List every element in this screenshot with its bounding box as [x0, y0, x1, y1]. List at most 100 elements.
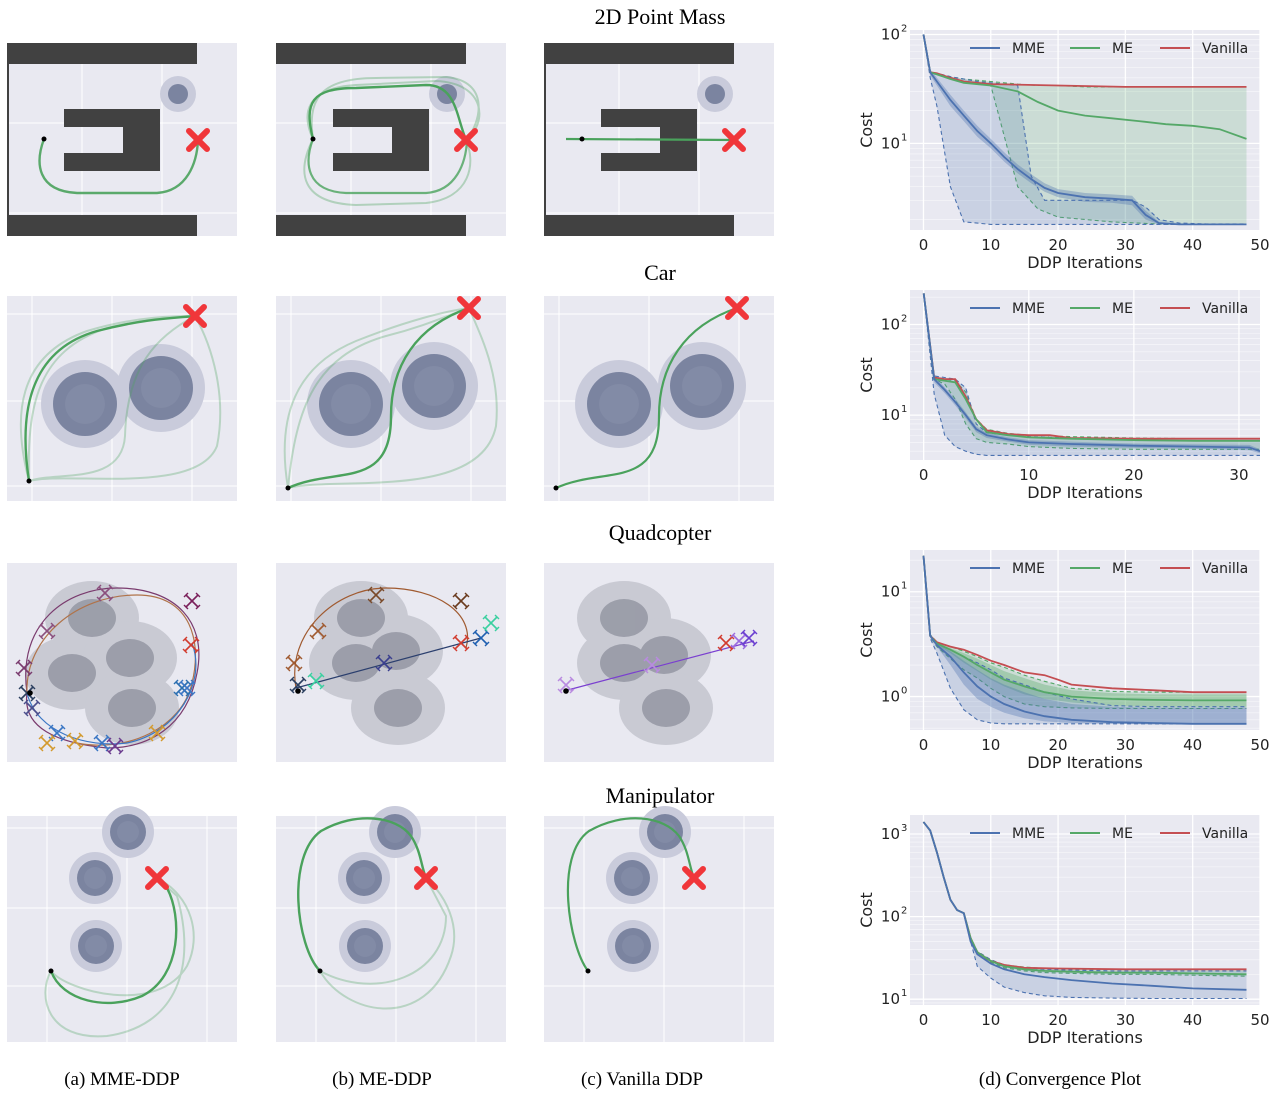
- row-title-manipulator: Manipulator: [606, 783, 715, 808]
- start-dot-icon: [585, 968, 591, 974]
- x-tick-label: 30: [1229, 466, 1248, 484]
- legend-label-mme: MME: [1012, 561, 1045, 577]
- y-axis-label: Cost: [857, 622, 876, 658]
- x-axis-label: DDP Iterations: [1027, 253, 1143, 272]
- start-dot-icon: [285, 485, 291, 491]
- chart-body: [922, 293, 1260, 456]
- x-axis-label: DDP Iterations: [1027, 483, 1143, 502]
- start-dot-icon: [317, 968, 323, 974]
- x-tick-label: 40: [1183, 236, 1202, 254]
- y-axis-label: Cost: [857, 357, 876, 393]
- x-tick-label: 50: [1250, 1011, 1269, 1029]
- start-dot-icon: [310, 136, 316, 142]
- mme-min-line: [922, 34, 1247, 225]
- point-mass-mme-panel: [7, 43, 237, 236]
- y-tick-label: 10: [881, 315, 900, 333]
- start-dot-icon: [563, 688, 569, 694]
- legend-label-mme: MME: [1012, 826, 1045, 842]
- quadcopter-mme-panel: [7, 563, 237, 762]
- y-tick-label: 10: [881, 688, 900, 706]
- y-tick-label: 10: [881, 134, 900, 152]
- y-axis-label: Cost: [857, 112, 876, 148]
- y-tick-exponent: 1: [901, 132, 907, 143]
- y-tick-label: 10: [881, 825, 900, 843]
- caption-me-ddp: (b) ME-DDP: [332, 1069, 432, 1090]
- mme-mean-line: [922, 821, 1247, 991]
- legend: MME ME Vanilla: [970, 301, 1248, 317]
- me-mean-line: [922, 293, 1260, 442]
- x-tick-label: 30: [1116, 1011, 1135, 1029]
- caption-convergence-plot: (d) Convergence Plot: [979, 1069, 1142, 1090]
- start-dot-icon: [26, 478, 32, 484]
- legend: MME ME Vanilla: [970, 561, 1248, 577]
- x-tick-label: 10: [981, 736, 1000, 754]
- mme-range-band: [923, 34, 1247, 225]
- x-tick-label: 0: [919, 236, 929, 254]
- vanilla-mean-line: [922, 293, 1260, 440]
- legend-label-mme: MME: [1012, 41, 1045, 57]
- minor-gridlines: [910, 296, 1260, 452]
- x-tick-label: 40: [1183, 736, 1202, 754]
- x-axis-label: DDP Iterations: [1027, 1028, 1143, 1047]
- manipulator-vanilla-panel: [544, 806, 774, 1042]
- mme-mean-line: [922, 34, 1247, 226]
- x-tick-label: 50: [1250, 236, 1269, 254]
- legend-label-me: ME: [1112, 41, 1133, 57]
- x-tick-label: 0: [919, 736, 929, 754]
- me-min-line: [923, 821, 1247, 977]
- car-me-panel: [276, 296, 506, 501]
- me-mean-line: [922, 34, 1247, 140]
- x-tick-label: 10: [981, 236, 1000, 254]
- legend-label-vanilla: Vanilla: [1202, 561, 1248, 577]
- x-tick-label: 50: [1250, 736, 1269, 754]
- x-tick-label: 20: [1049, 236, 1068, 254]
- y-tick-label: 10: [881, 583, 900, 601]
- x-tick-label: 20: [1124, 466, 1143, 484]
- x-tick-label: 10: [1019, 466, 1038, 484]
- y-tick-label: 10: [881, 406, 900, 424]
- point-mass-me-panel: [276, 43, 506, 236]
- mme-range-band: [923, 555, 1247, 724]
- x-tick-label: 10: [981, 1011, 1000, 1029]
- row-title-point-mass: 2D Point Mass: [595, 4, 726, 29]
- car-vanilla-panel: [544, 296, 774, 501]
- x-tick-label: 30: [1116, 236, 1135, 254]
- y-tick-exponent: 2: [901, 24, 907, 35]
- me-mean-line: [922, 555, 1247, 702]
- mme-max-line: [923, 821, 1247, 972]
- start-dot-icon: [579, 136, 585, 142]
- me-min-line: [922, 555, 1247, 710]
- start-dot-icon: [27, 690, 33, 696]
- x-axis-label: DDP Iterations: [1027, 753, 1143, 772]
- legend-label-me: ME: [1112, 826, 1133, 842]
- start-dot-icon: [295, 688, 301, 694]
- y-tick-exponent: 1: [901, 988, 907, 999]
- y-axis-label: Cost: [857, 892, 876, 928]
- legend: MME ME Vanilla: [970, 41, 1248, 57]
- chart-body: [922, 555, 1247, 725]
- y-tick-exponent: 2: [901, 906, 907, 917]
- y-tick-exponent: 2: [901, 313, 907, 324]
- y-tick-exponent: 0: [901, 686, 907, 697]
- y-tick-exponent: 3: [901, 823, 907, 834]
- minor-gridlines: [910, 39, 1260, 220]
- mme-max-line: [922, 555, 1247, 708]
- chart-body: [922, 34, 1247, 226]
- start-dot-icon: [553, 485, 559, 491]
- legend-label-vanilla: Vanilla: [1202, 41, 1248, 57]
- x-tick-label: 30: [1116, 736, 1135, 754]
- mme-mean-line: [922, 293, 1260, 453]
- y-tick-exponent: 1: [901, 581, 907, 592]
- mme-mean-line: [922, 555, 1247, 725]
- x-tick-label: 20: [1049, 1011, 1068, 1029]
- quadcopter-vanilla-panel: [544, 563, 774, 762]
- me-range-band: [923, 555, 1247, 709]
- legend-label-vanilla: Vanilla: [1202, 826, 1248, 842]
- legend: MME ME Vanilla: [970, 826, 1248, 842]
- x-tick-label: 20: [1049, 736, 1068, 754]
- caption-vanilla-ddp: (c) Vanilla DDP: [581, 1069, 703, 1090]
